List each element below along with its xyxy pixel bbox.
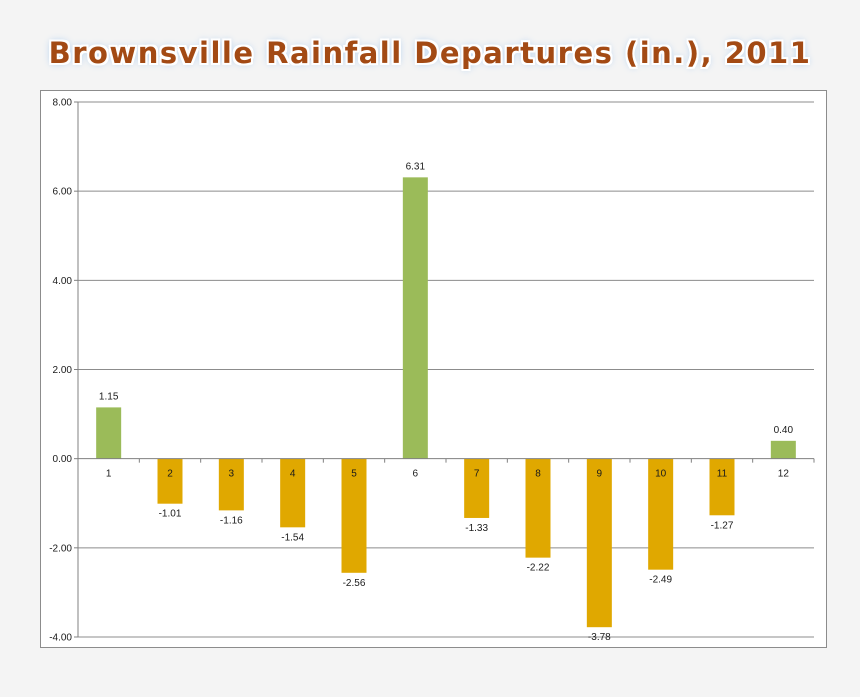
labels: 8.00 6.00 4.00 2.00 0.00 -2.00 -4.00 1.15 1 -1.01… (49, 98, 793, 644)
data-label: -1.16 (220, 515, 243, 526)
bar (648, 458, 674, 570)
x-tick-label: 4 (290, 469, 296, 480)
bar (402, 177, 428, 459)
bar (280, 458, 306, 528)
data-label: -1.54 (281, 532, 304, 543)
bar (218, 458, 244, 511)
y-tick-label: 2.00 (53, 365, 73, 376)
bars (96, 177, 796, 628)
y-tick-label: 8.00 (53, 98, 73, 109)
y-tick-label: 6.00 (53, 187, 73, 198)
data-label: -1.33 (465, 523, 488, 534)
data-label: -2.56 (343, 578, 366, 589)
y-tick-label: -2.00 (49, 543, 72, 554)
x-tick-label: 7 (474, 469, 480, 480)
x-tick-label: 1 (106, 469, 112, 480)
bar (709, 458, 735, 516)
gridlines (78, 101, 814, 638)
x-tick-label: 9 (597, 469, 603, 480)
data-label: -1.27 (711, 520, 734, 531)
bar (525, 458, 551, 558)
bar (586, 458, 612, 628)
bar (464, 458, 490, 518)
chart-title: Brownsville Rainfall Departures (in.), 2… (48, 36, 812, 70)
data-label: -2.49 (649, 575, 672, 586)
x-tick-label: 8 (535, 469, 541, 480)
data-label: -2.22 (527, 563, 550, 574)
y-tick-label: -4.00 (49, 633, 72, 644)
bar (770, 440, 796, 459)
axes (74, 101, 815, 638)
x-tick-label: 12 (778, 469, 790, 480)
bar (341, 458, 367, 573)
x-tick-label: 5 (351, 469, 357, 480)
bar (96, 407, 122, 459)
x-tick-label: 10 (655, 469, 667, 480)
data-label: 6.31 (406, 161, 426, 172)
bar (157, 458, 183, 504)
data-label: 0.40 (774, 425, 794, 436)
x-tick-label: 6 (413, 469, 419, 480)
data-label: 1.15 (99, 391, 119, 402)
y-tick-label: 0.00 (53, 454, 73, 465)
x-tick-label: 3 (229, 469, 235, 480)
x-tick-label: 11 (717, 469, 728, 480)
data-label: -3.78 (588, 632, 611, 643)
data-label: -1.01 (159, 509, 182, 520)
y-tick-label: 4.00 (53, 276, 73, 287)
x-tick-label: 2 (167, 469, 173, 480)
